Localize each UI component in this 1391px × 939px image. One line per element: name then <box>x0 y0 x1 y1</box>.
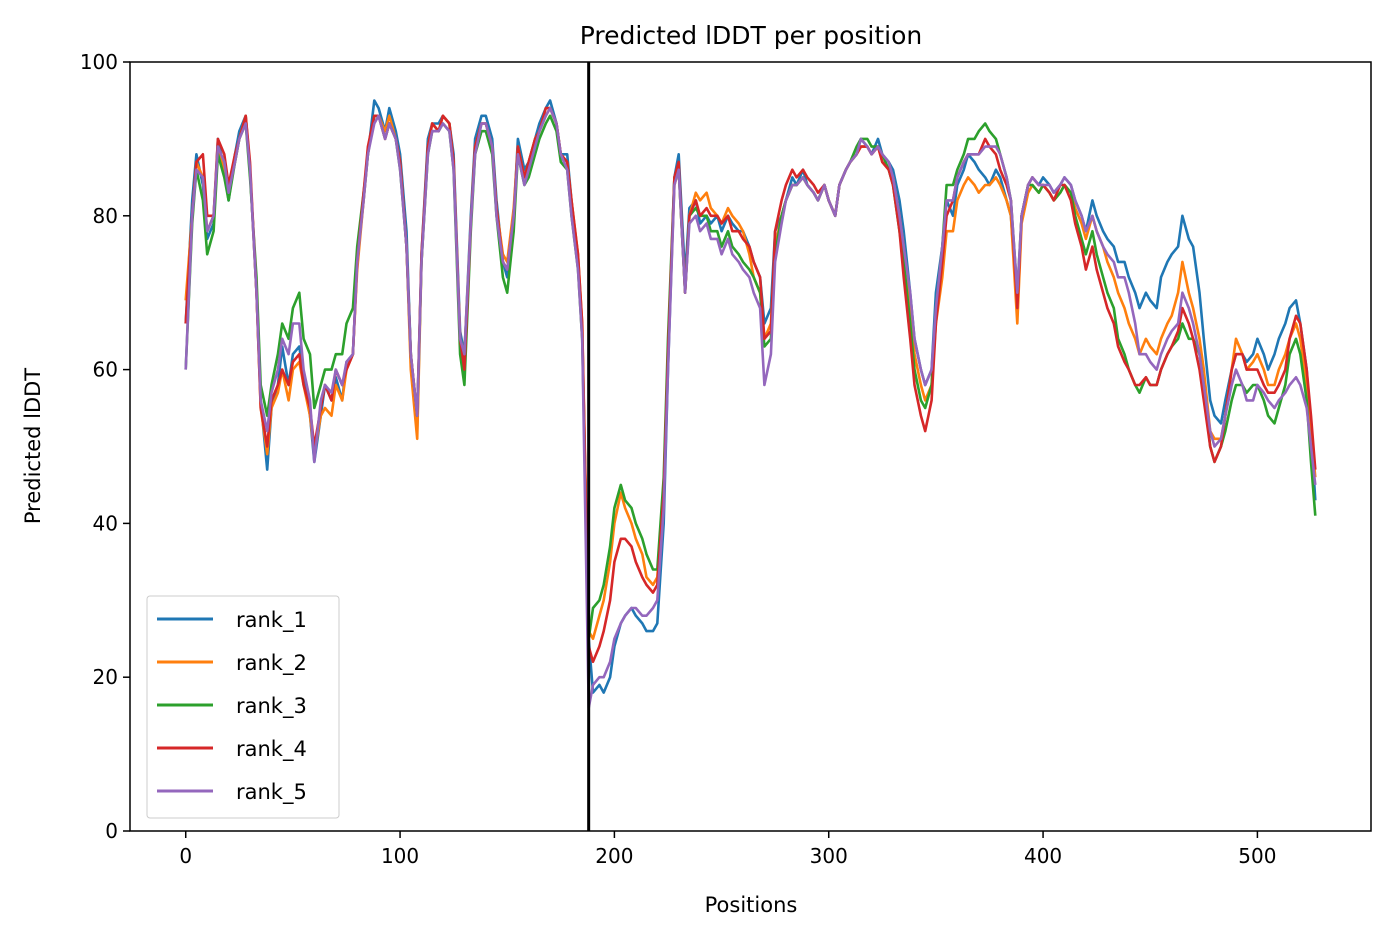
legend-label-rank_2: rank_2 <box>236 651 307 676</box>
plot-frame <box>129 61 1372 832</box>
y-tick-label: 0 <box>105 819 118 843</box>
legend: rank_1 rank_2 rank_3 rank_4 rank_5 <box>146 595 340 819</box>
x-tick-label: 100 <box>381 844 419 868</box>
y-tick-label: 100 <box>80 50 118 74</box>
legend-label-rank_4: rank_4 <box>236 737 307 762</box>
series-line-rank_2 <box>184 106 1317 641</box>
series-line-rank_4 <box>184 106 1317 664</box>
x-tick-label: 300 <box>810 844 848 868</box>
legend-label-rank_5: rank_5 <box>236 780 307 805</box>
legend-frame <box>146 595 340 819</box>
y-tick-label: 80 <box>93 204 118 228</box>
x-tick-label: 400 <box>1024 844 1062 868</box>
x-tick-label: 200 <box>595 844 633 868</box>
y-axis: 0 20 40 60 80 100 <box>80 50 130 843</box>
x-tick-label: 500 <box>1238 844 1276 868</box>
y-tick-label: 60 <box>93 358 118 382</box>
y-axis-label: Predicted lDDT <box>21 368 45 524</box>
chart-title: Predicted lDDT per position <box>580 21 922 50</box>
legend-label-rank_3: rank_3 <box>236 694 307 719</box>
legend-label-rank_1: rank_1 <box>236 608 307 633</box>
x-tick-label: 0 <box>179 844 192 868</box>
series-line-rank_1 <box>184 99 1317 694</box>
x-axis-label: Positions <box>705 893 798 917</box>
y-tick-label: 20 <box>93 665 118 689</box>
y-tick-label: 40 <box>93 511 118 535</box>
series-line-rank_5 <box>184 106 1317 710</box>
plot-lines <box>184 99 1317 710</box>
x-axis: 0 100 200 300 400 500 <box>179 831 1276 868</box>
